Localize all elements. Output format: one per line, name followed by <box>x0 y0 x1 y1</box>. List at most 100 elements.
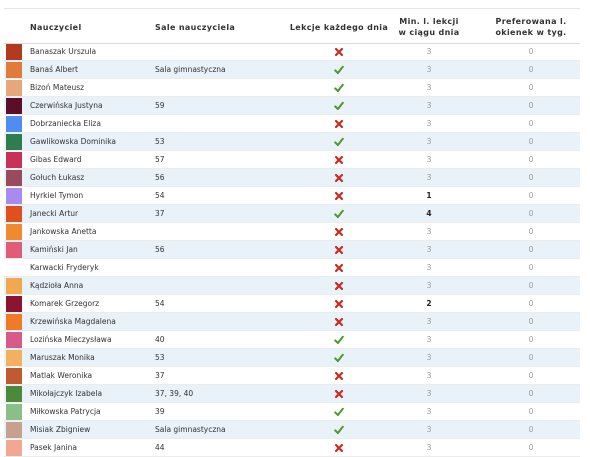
table-row[interactable]: Maruszak Monika 53 3 0 <box>4 349 580 367</box>
teacher-rooms[interactable]: 44 <box>155 443 165 452</box>
teacher-name[interactable]: Janecki Artur <box>30 209 79 218</box>
teacher-color-swatch[interactable] <box>6 116 22 132</box>
teacher-color-swatch[interactable] <box>6 386 22 402</box>
teacher-name[interactable]: Gibas Edward <box>30 155 82 164</box>
min-daily-lessons[interactable]: 3 <box>426 173 432 182</box>
preferred-gaps[interactable]: 0 <box>528 83 534 92</box>
teacher-name[interactable]: Kądzioła Anna <box>30 281 84 290</box>
teacher-name[interactable]: Misiak Zbigniew <box>30 425 91 434</box>
preferred-gaps[interactable]: 0 <box>528 281 534 290</box>
teacher-name[interactable]: Miłkowska Patrycja <box>30 407 101 416</box>
min-daily-lessons[interactable]: 1 <box>426 191 432 200</box>
preferred-gaps[interactable]: 0 <box>528 389 534 398</box>
teacher-color-swatch[interactable] <box>6 368 22 384</box>
teacher-color-swatch[interactable] <box>6 242 22 258</box>
teacher-name[interactable]: Komarek Grzegorz <box>30 299 100 308</box>
teacher-rooms[interactable]: 56 <box>155 245 165 254</box>
preferred-gaps[interactable]: 0 <box>528 443 534 452</box>
table-row[interactable]: Gawlikowska Dominika 53 3 0 <box>4 133 580 151</box>
teacher-name[interactable]: Matlak Weronika <box>30 371 93 380</box>
teacher-color-swatch[interactable] <box>6 296 22 312</box>
teacher-color-swatch[interactable] <box>6 350 22 366</box>
cross-icon[interactable] <box>274 367 404 384</box>
min-daily-lessons[interactable]: 3 <box>426 155 432 164</box>
teacher-color-swatch[interactable] <box>6 224 22 240</box>
min-daily-lessons[interactable]: 3 <box>426 443 432 452</box>
table-row[interactable]: Janecki Artur 37 4 0 <box>4 205 580 223</box>
teacher-color-swatch[interactable] <box>6 98 22 114</box>
min-daily-lessons[interactable]: 3 <box>426 227 432 236</box>
teacher-color-swatch[interactable] <box>6 278 22 294</box>
min-daily-lessons[interactable]: 3 <box>426 65 432 74</box>
table-row[interactable]: Matlak Weronika 37 3 0 <box>4 367 580 385</box>
teacher-color-swatch[interactable] <box>6 206 22 222</box>
check-icon[interactable] <box>274 133 404 150</box>
preferred-gaps[interactable]: 0 <box>528 155 534 164</box>
teacher-rooms[interactable]: 39 <box>155 407 165 416</box>
teacher-color-swatch[interactable] <box>6 134 22 150</box>
teacher-name[interactable]: Mikołajczyk Izabela <box>30 389 103 398</box>
preferred-gaps[interactable]: 0 <box>528 137 534 146</box>
teacher-name[interactable]: Maruszak Monika <box>30 353 95 362</box>
table-row[interactable]: Czerwińska Justyna 59 3 0 <box>4 97 580 115</box>
preferred-gaps[interactable]: 0 <box>528 371 534 380</box>
table-row[interactable]: Gołuch Łukasz 56 3 0 <box>4 169 580 187</box>
teacher-rooms[interactable]: 40 <box>155 335 165 344</box>
table-row[interactable]: Gibas Edward 57 3 0 <box>4 151 580 169</box>
table-row[interactable]: Jankowska Anetta 3 0 <box>4 223 580 241</box>
preferred-gaps[interactable]: 0 <box>528 209 534 218</box>
column-header-preferred-gaps[interactable]: Preferowana l. okienek w tyg. <box>486 12 576 42</box>
preferred-gaps[interactable]: 0 <box>528 263 534 272</box>
min-daily-lessons[interactable]: 3 <box>426 47 432 56</box>
table-row[interactable]: Bizoń Mateusz 3 0 <box>4 79 580 97</box>
table-row[interactable]: Mikołajczyk Izabela 37, 39, 40 3 0 <box>4 385 580 403</box>
preferred-gaps[interactable]: 0 <box>528 119 534 128</box>
min-daily-lessons[interactable]: 2 <box>426 299 432 308</box>
preferred-gaps[interactable]: 0 <box>528 299 534 308</box>
teacher-color-swatch[interactable] <box>6 188 22 204</box>
teacher-rooms[interactable]: 57 <box>155 155 165 164</box>
table-row[interactable]: Miłkowska Patrycja 39 3 0 <box>4 403 580 421</box>
preferred-gaps[interactable]: 0 <box>528 335 534 344</box>
teacher-rooms[interactable]: 54 <box>155 191 165 200</box>
min-daily-lessons[interactable]: 3 <box>426 389 432 398</box>
table-row[interactable]: Misiak Zbigniew Sala gimnastyczna 3 0 <box>4 421 580 439</box>
table-row[interactable]: Kamiński Jan 56 3 0 <box>4 241 580 259</box>
teacher-name[interactable]: Kamiński Jan <box>30 245 78 254</box>
table-row[interactable]: Banaś Albert Sala gimnastyczna 3 0 <box>4 61 580 79</box>
min-daily-lessons[interactable]: 3 <box>426 425 432 434</box>
preferred-gaps[interactable]: 0 <box>528 101 534 110</box>
teacher-name[interactable]: Jankowska Anetta <box>30 227 97 236</box>
column-header-teacher[interactable]: Nauczyciel <box>30 22 82 32</box>
teacher-color-swatch[interactable] <box>6 152 22 168</box>
cross-icon[interactable] <box>274 223 404 240</box>
preferred-gaps[interactable]: 0 <box>528 353 534 362</box>
teacher-color-swatch[interactable] <box>6 80 22 96</box>
table-row[interactable]: Krzewińska Magdalena 3 0 <box>4 313 580 331</box>
teacher-rooms[interactable]: 54 <box>155 299 165 308</box>
preferred-gaps[interactable]: 0 <box>528 65 534 74</box>
check-icon[interactable] <box>274 331 404 348</box>
column-header-daily-lessons[interactable]: Lekcje każdego dnia <box>289 22 389 32</box>
column-header-min-lessons[interactable]: Min. l. lekcji w ciągu dnia <box>394 12 464 42</box>
table-row[interactable]: Kądzioła Anna 3 0 <box>4 277 580 295</box>
min-daily-lessons[interactable]: 4 <box>426 209 432 218</box>
column-header-rooms[interactable]: Sale nauczyciela <box>155 22 236 32</box>
check-icon[interactable] <box>274 97 404 114</box>
cross-icon[interactable] <box>274 151 404 168</box>
teacher-color-swatch[interactable] <box>6 422 22 438</box>
preferred-gaps[interactable]: 0 <box>528 407 534 416</box>
preferred-gaps[interactable]: 0 <box>528 425 534 434</box>
table-row[interactable]: Hyrkiel Tymon 54 1 0 <box>4 187 580 205</box>
teacher-color-swatch[interactable] <box>6 332 22 348</box>
min-daily-lessons[interactable]: 3 <box>426 281 432 290</box>
preferred-gaps[interactable]: 0 <box>528 245 534 254</box>
cross-icon[interactable] <box>274 187 404 204</box>
table-row[interactable]: Karwacki Fryderyk 3 0 <box>4 259 580 277</box>
cross-icon[interactable] <box>274 259 404 276</box>
check-icon[interactable] <box>274 61 404 78</box>
preferred-gaps[interactable]: 0 <box>528 191 534 200</box>
teacher-rooms[interactable]: Sala gimnastyczna <box>155 425 226 434</box>
teacher-rooms[interactable]: 37 <box>155 209 165 218</box>
cross-icon[interactable] <box>274 277 404 294</box>
